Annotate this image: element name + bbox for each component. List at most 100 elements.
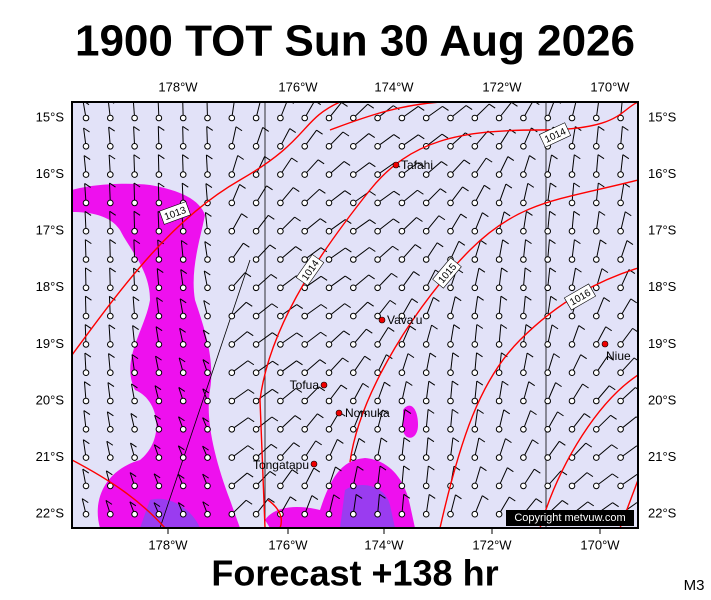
lat-label: 18°S (36, 279, 65, 294)
barb-station (155, 312, 163, 320)
barb-flag (85, 239, 92, 245)
barb-stem (474, 324, 478, 345)
barb-station (495, 369, 503, 377)
barb-station (617, 171, 624, 178)
barb-station (447, 397, 454, 405)
barb-station (568, 426, 576, 433)
place-name: Tafahi (401, 158, 433, 172)
barb-station (325, 114, 333, 122)
lat-label: 20°S (648, 392, 677, 407)
barb-station (82, 199, 90, 207)
barb-flag (295, 387, 303, 393)
barb-stem (620, 445, 638, 459)
barb-flag (360, 410, 368, 416)
barb-stem (571, 325, 580, 345)
barb-stem (498, 156, 509, 175)
lat-label: 21°S (36, 449, 65, 464)
barb-flag (296, 332, 304, 338)
barb-stem (304, 188, 320, 204)
barb-flag (108, 154, 116, 160)
map-frame (71, 101, 639, 529)
place-marker (601, 340, 609, 348)
barb-stem (474, 495, 483, 515)
barb-flag (452, 380, 459, 386)
barb-flag (428, 494, 436, 499)
barb-stem (498, 496, 510, 515)
barb-stem (498, 409, 505, 430)
barb-flag (436, 242, 444, 248)
barb-station (422, 482, 430, 490)
barb-station (398, 341, 406, 348)
barb-flag (268, 214, 275, 220)
barb-stem (157, 211, 160, 232)
barb-flag (500, 324, 508, 329)
barb-flag (600, 239, 607, 245)
barb-stem (109, 267, 111, 288)
barb-stem (328, 219, 346, 232)
barb-station (301, 510, 309, 518)
lon-label: 178°W (148, 537, 188, 552)
lat-label: 19°S (648, 336, 677, 351)
barb-stem (498, 267, 503, 288)
barb-flag (362, 382, 370, 388)
barb-station (204, 171, 211, 178)
barb-flag (271, 303, 279, 309)
barb-stem (304, 386, 320, 402)
barb-flag (414, 244, 422, 249)
barb-station (471, 227, 479, 235)
barb-station (82, 341, 90, 348)
barb-flag (179, 327, 186, 333)
barb-stem (498, 211, 505, 232)
barb-stem (474, 409, 479, 430)
barb-stem (620, 126, 623, 147)
barb-station (422, 199, 430, 207)
lat-label: 22°S (648, 506, 677, 521)
barb-flag (269, 471, 277, 476)
barb-flag (368, 133, 376, 138)
barb-station (495, 312, 503, 320)
barb-flag (527, 182, 535, 188)
barb-stem (474, 240, 481, 260)
barb-station (422, 312, 430, 320)
copyright-box (506, 510, 634, 526)
barb-flag (133, 126, 140, 131)
barb-station (544, 369, 552, 377)
barb-station (374, 143, 381, 150)
barb-station (252, 312, 260, 320)
barb-stem (231, 499, 247, 515)
barb-station (82, 114, 90, 122)
barb-flag (452, 408, 459, 414)
barb-station (204, 397, 211, 405)
barb-station (252, 284, 260, 292)
barb-flag (333, 494, 340, 500)
barb-station (131, 199, 138, 207)
barb-flag (84, 381, 91, 387)
barb-station (325, 510, 333, 518)
barb-flag (393, 218, 400, 224)
barb-stem (450, 381, 453, 402)
barb-stem (279, 128, 291, 147)
barb-flag (84, 182, 91, 188)
barb-stem (522, 352, 528, 373)
barb-station (544, 454, 552, 461)
barb-station (155, 341, 163, 348)
barb-flag (442, 105, 449, 111)
place-marker (378, 316, 386, 324)
barb-stem (547, 239, 550, 260)
barb-stem (595, 444, 612, 458)
barb-station (179, 227, 187, 235)
forecast: Forecast +138 hr (211, 553, 498, 594)
barb-stem (547, 382, 557, 402)
barb-station (82, 171, 90, 178)
barb-flag (319, 359, 327, 365)
barb-flag (83, 155, 91, 160)
barb-flag (345, 247, 352, 253)
barb-stem (401, 353, 409, 373)
barb-stem (377, 354, 387, 373)
barb-station (447, 312, 454, 320)
barb-station (398, 454, 406, 461)
barb-stem (450, 324, 455, 345)
barb-flag (580, 354, 587, 360)
place-marker (335, 409, 343, 417)
